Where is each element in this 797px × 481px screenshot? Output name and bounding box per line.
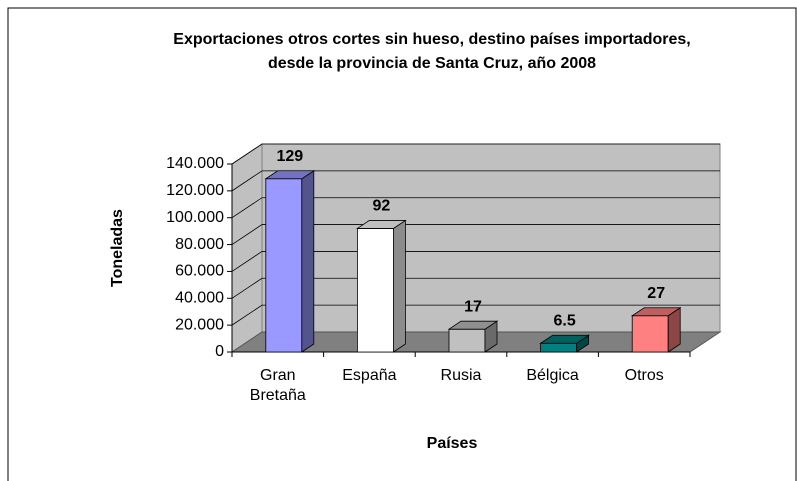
bar-face	[631, 315, 669, 353]
bar-face	[392, 219, 406, 353]
chart-frame	[7, 7, 797, 481]
y-tick-label: 60.000	[175, 263, 224, 280]
x-tick-label: Bélgica	[526, 367, 579, 384]
side-wall	[231, 143, 263, 353]
bar-face	[265, 178, 303, 353]
bar-face	[539, 334, 590, 344]
bar	[356, 219, 407, 353]
bar-face	[356, 228, 394, 353]
grid-line	[231, 251, 720, 272]
grid-line	[231, 277, 720, 299]
grid-line	[231, 224, 720, 245]
x-tick-label: Gran Bretaña	[249, 367, 306, 404]
data-label: 6.5	[553, 312, 575, 329]
y-tick-label: 40.000	[175, 290, 224, 307]
x-tick-label: Otros	[624, 367, 664, 384]
x-tick-label: Rusia	[440, 367, 482, 384]
bar	[447, 320, 499, 353]
grid-line	[231, 170, 720, 192]
bar-face	[264, 170, 316, 180]
x-axis-title: Países	[427, 435, 478, 452]
bar	[264, 170, 316, 353]
data-label: 27	[647, 285, 665, 302]
bar	[539, 334, 590, 353]
data-label: 17	[464, 298, 482, 315]
data-label: 129	[276, 148, 303, 165]
y-tick-label: 120.000	[166, 182, 224, 199]
bar-face	[540, 342, 577, 353]
grid-line	[231, 143, 720, 165]
chart-title: Exportaciones otros cortes sin hueso, de…	[173, 31, 691, 72]
y-tick-label: 80.000	[175, 236, 224, 253]
bar-face	[447, 320, 499, 330]
grid-line	[231, 197, 720, 219]
y-tick-label: 0	[215, 343, 224, 360]
back-wall	[261, 143, 721, 333]
y-tick-label: 140.000	[166, 155, 224, 172]
y-tick-label: 20.000	[175, 316, 224, 333]
bar	[630, 306, 682, 353]
bar-face	[301, 170, 315, 353]
grid-line	[231, 304, 720, 326]
bar-face	[630, 307, 682, 317]
y-tick-label: 100.000	[166, 209, 224, 226]
bar-face	[448, 328, 486, 353]
y-axis-title: Toneladas	[109, 209, 126, 287]
data-label: 92	[373, 198, 391, 215]
bar-face	[356, 220, 407, 229]
x-tick-label: España	[342, 367, 397, 384]
